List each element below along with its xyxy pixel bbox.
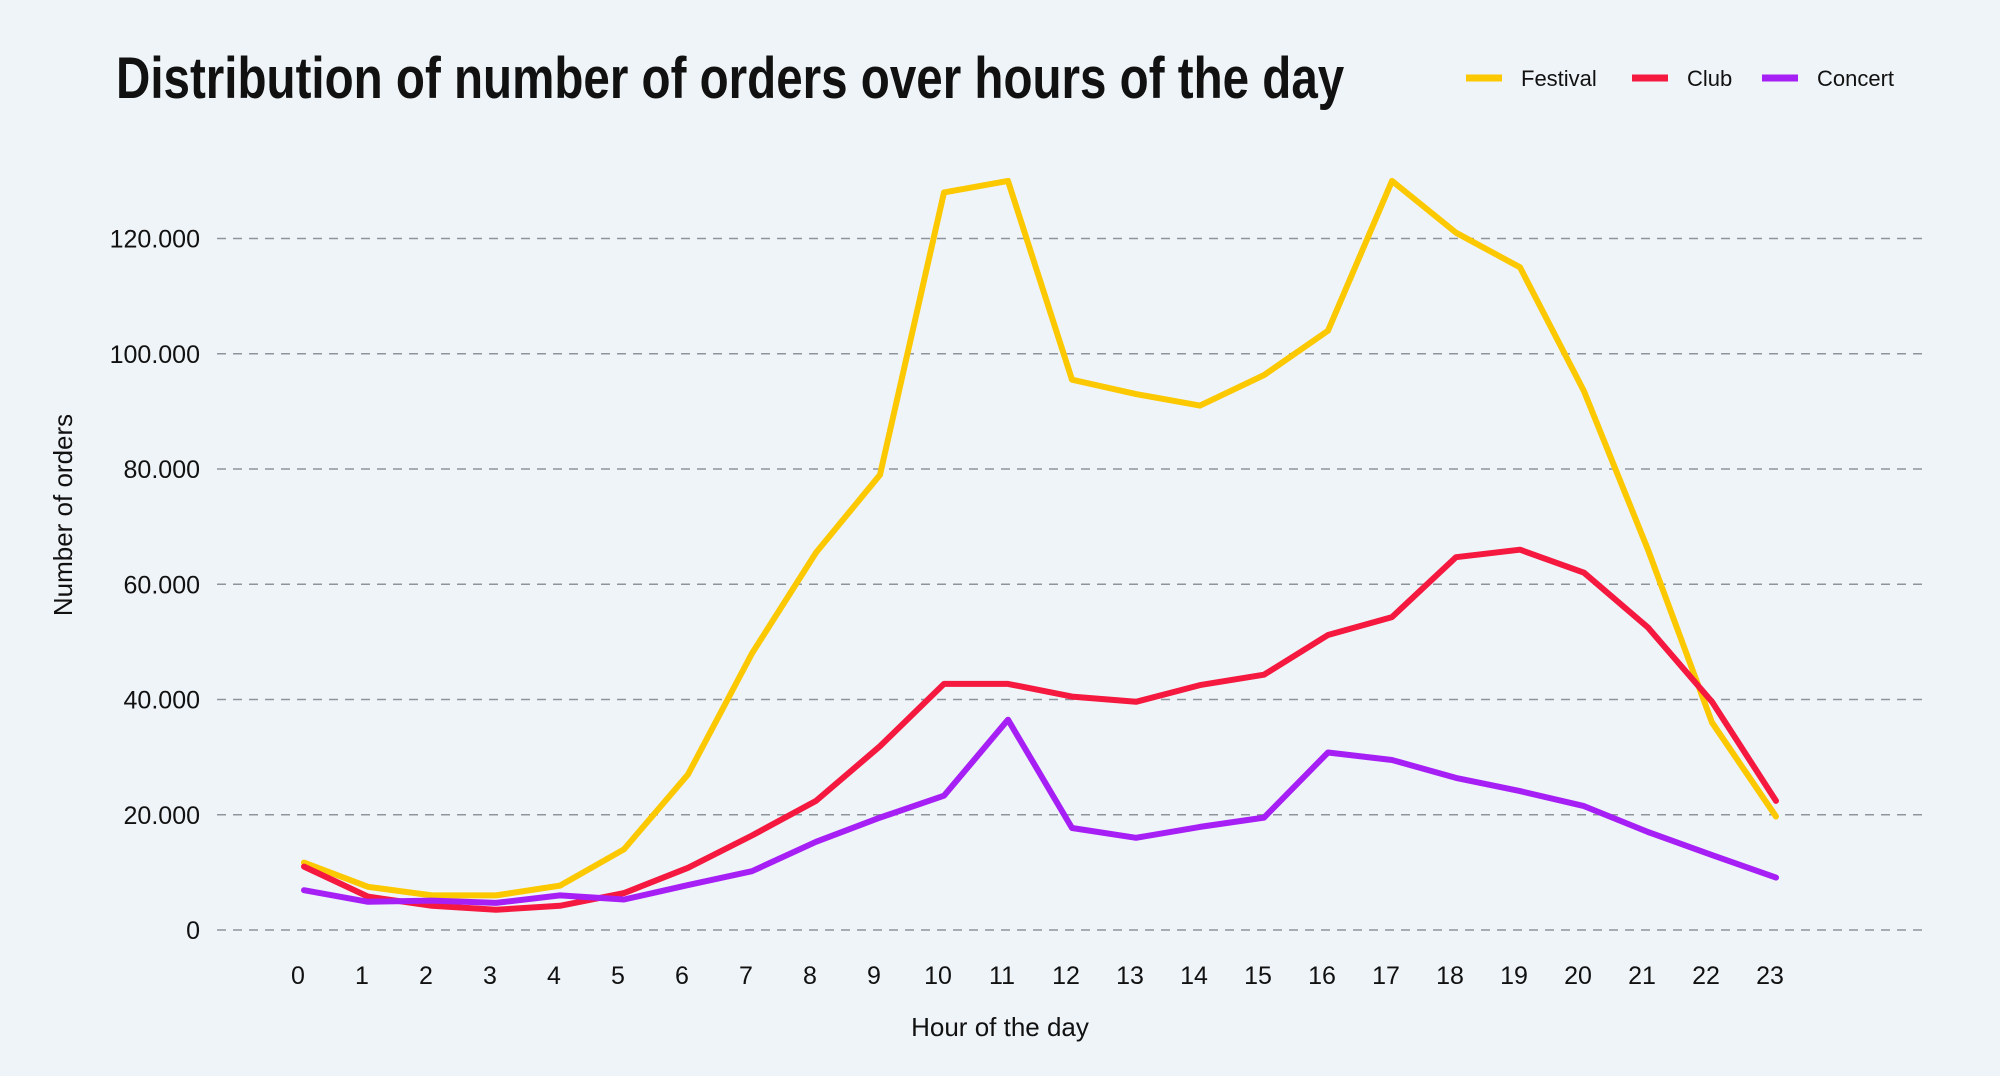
y-axis-label: Number of orders (48, 414, 78, 616)
y-axis-ticks: 0 20.000 40.000 60.000 80.000 100.000 120.000 (110, 226, 200, 946)
series-line-concert (301, 716, 1779, 906)
x-axis-label: Hour of the day (911, 1012, 1089, 1042)
x-tick-label: 14 (1180, 962, 1208, 990)
y-tick-label: 60.000 (124, 571, 200, 599)
x-tick-label: 20 (1564, 962, 1592, 990)
x-tick-label: 3 (483, 962, 497, 990)
legend-label: Concert (1817, 66, 1894, 91)
legend-label: Festival (1521, 66, 1597, 91)
x-tick-label: 21 (1628, 962, 1656, 990)
x-tick-label: 16 (1308, 962, 1336, 990)
x-tick-label: 1 (355, 962, 369, 990)
series-line-club (301, 546, 1779, 913)
x-tick-label: 2 (419, 962, 433, 990)
x-tick-label: 8 (803, 962, 817, 990)
legend-label: Club (1687, 66, 1732, 91)
x-tick-label: 22 (1692, 962, 1720, 990)
x-tick-label: 9 (867, 962, 881, 990)
x-tick-label: 18 (1436, 962, 1464, 990)
chart-title: Distribution of number of orders over ho… (116, 47, 1345, 112)
y-tick-label: 100.000 (110, 341, 200, 369)
x-tick-label: 12 (1052, 962, 1080, 990)
x-tick-label: 19 (1500, 962, 1528, 990)
x-tick-label: 10 (924, 962, 952, 990)
series-lines (301, 177, 1779, 913)
y-tick-label: 0 (186, 917, 200, 945)
y-tick-label: 40.000 (124, 687, 200, 715)
x-tick-label: 15 (1244, 962, 1272, 990)
y-tick-label: 80.000 (124, 456, 200, 484)
y-tick-label: 20.000 (124, 802, 200, 830)
x-tick-label: 4 (547, 962, 561, 990)
x-tick-label: 17 (1372, 962, 1400, 990)
x-tick-label: 0 (291, 962, 305, 990)
x-tick-label: 5 (611, 962, 625, 990)
y-tick-label: 120.000 (110, 226, 200, 254)
x-tick-label: 11 (989, 962, 1015, 990)
x-tick-label: 13 (1116, 962, 1144, 990)
x-tick-label: 6 (675, 962, 689, 990)
x-tick-label: 7 (739, 962, 753, 990)
x-tick-label: 23 (1756, 962, 1784, 990)
x-axis-ticks: 0 1 2 3 4 5 6 7 8 9 10 11 12 13 14 15 16 17 18 19 20 21 22 23 (291, 962, 1784, 990)
series-line-festival (301, 177, 1779, 899)
legend: Festival Club Concert (1466, 66, 1894, 91)
